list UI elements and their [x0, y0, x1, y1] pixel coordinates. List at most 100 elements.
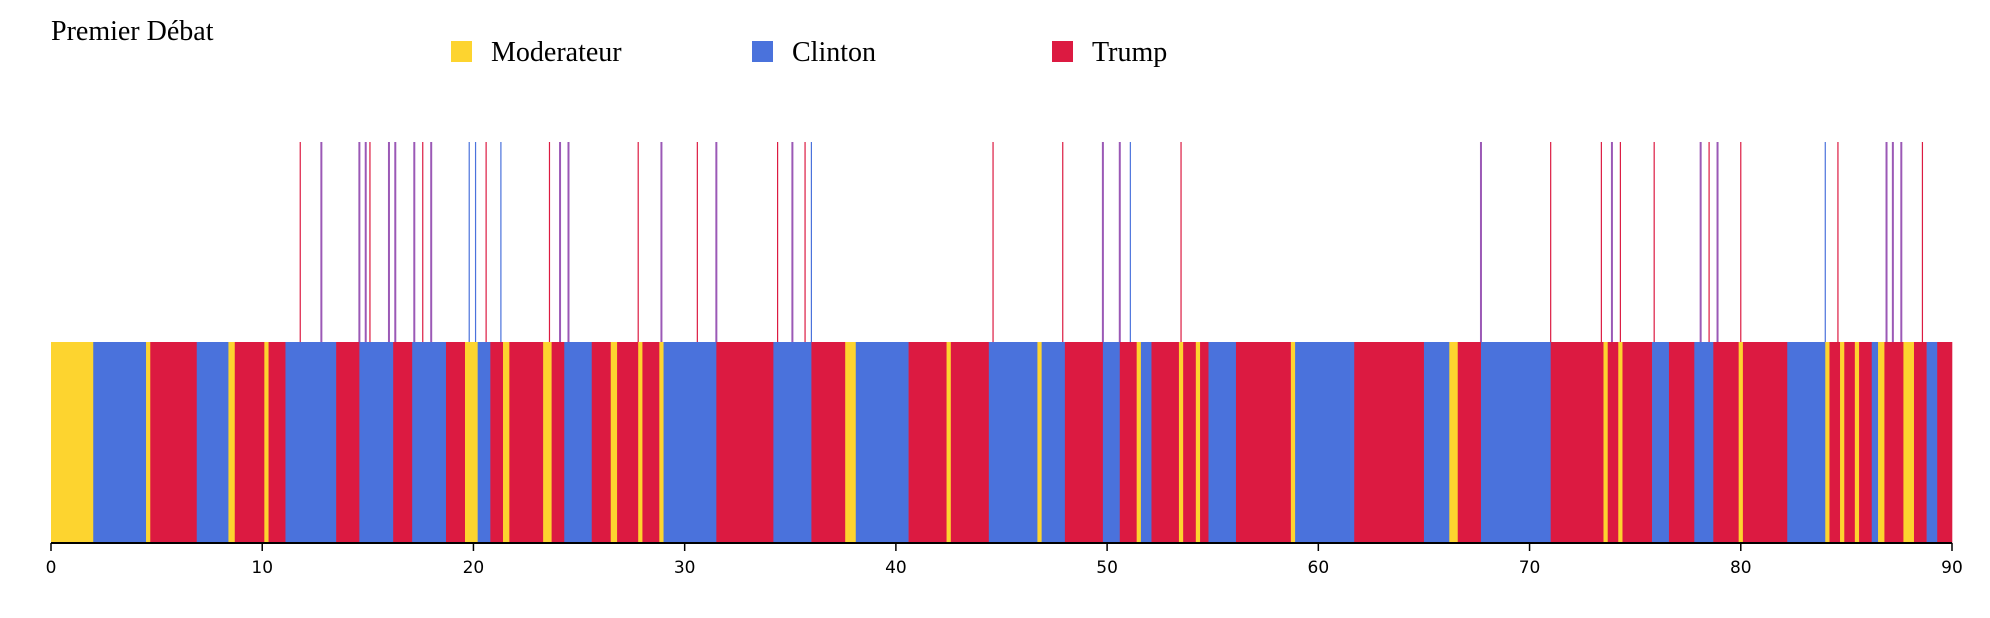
segment-bar-53: [1235, 342, 1292, 543]
segment-bar-65: [1622, 342, 1653, 543]
x-tick-label-9: 90: [1941, 558, 1963, 578]
segment-bar-24: [610, 342, 618, 543]
segment-bar-38: [950, 342, 990, 543]
segment-bar-4: [196, 342, 229, 543]
x-tick-label-3: 30: [674, 558, 696, 578]
segment-bar-61: [1550, 342, 1604, 543]
segment-bar-84: [1926, 342, 1938, 543]
segment-bar-57: [1423, 342, 1450, 543]
segment-bar-68: [1694, 342, 1714, 543]
segment-bar-16: [477, 342, 491, 543]
segment-bar-42: [1064, 342, 1104, 543]
x-tick-label-8: 80: [1730, 558, 1752, 578]
segment-bar-20: [543, 342, 552, 543]
segment-bar-51: [1200, 342, 1209, 543]
legend-label-moderateur: Moderateur: [491, 37, 622, 68]
segment-bar-31: [773, 342, 793, 543]
segment-bar-22: [564, 342, 593, 543]
segment-bar-19: [509, 342, 544, 543]
segment-bar-10: [336, 342, 360, 543]
segment-bar-1: [93, 342, 147, 543]
segment-bar-36: [908, 342, 947, 543]
segment-bar-71: [1742, 342, 1788, 543]
interruption-lines: [299, 142, 1924, 342]
segment-bar-44: [1119, 342, 1137, 543]
segment-bar-21: [551, 342, 565, 543]
segment-bar-83: [1913, 342, 1927, 543]
segment-bar-11: [359, 342, 394, 543]
x-tick-label-7: 70: [1519, 558, 1541, 578]
segment-bar-81: [1884, 342, 1904, 543]
segment-bar-3: [150, 342, 198, 543]
segment-bar-26: [638, 342, 643, 543]
segment-bar-28: [659, 342, 664, 543]
segment-bar-15: [465, 342, 478, 543]
segment-bar-78: [1859, 342, 1873, 543]
x-tick-label-6: 60: [1308, 558, 1330, 578]
segment-bar-63: [1607, 342, 1619, 543]
segment-bar-9: [285, 342, 337, 543]
segment-bar-13: [412, 342, 447, 543]
segment-bar-69: [1713, 342, 1739, 543]
legend-swatch-trump: [1052, 41, 1073, 62]
legend: Moderateur Clinton Trump: [451, 37, 1167, 68]
segment-bar-29: [663, 342, 717, 543]
segment-bar-35: [855, 342, 909, 543]
segment-bar-77: [1854, 342, 1860, 543]
segment-bar-43: [1102, 342, 1121, 543]
segment-bar-6: [234, 342, 265, 543]
segment-bar-39: [988, 342, 1038, 543]
x-tick-label-0: 0: [46, 558, 57, 578]
chart-title: Premier Débat: [51, 16, 214, 47]
segment-bar-41: [1041, 342, 1066, 543]
segment-bar-2: [146, 342, 151, 543]
segment-bar-0: [51, 342, 94, 543]
segment-bar-14: [445, 342, 466, 543]
segment-bar-85: [1937, 342, 1953, 543]
segment-bar-56: [1354, 342, 1425, 543]
segment-bar-27: [642, 342, 660, 543]
segment-bar-12: [393, 342, 413, 543]
segment-bar-7: [264, 342, 269, 543]
segment-bar-18: [503, 342, 510, 543]
segment-bar-8: [268, 342, 286, 543]
segment-bar-80: [1878, 342, 1885, 543]
segment-bar-17: [490, 342, 504, 543]
segment-bar-25: [617, 342, 639, 543]
legend-swatch-clinton: [752, 41, 773, 62]
segment-bar-5: [228, 342, 236, 543]
segment-bar-23: [591, 342, 612, 543]
segment-bar-67: [1668, 342, 1695, 543]
segment-bar-33: [811, 342, 846, 543]
segment-bar-79: [1871, 342, 1879, 543]
segment-bar-52: [1208, 342, 1237, 543]
legend-label-clinton: Clinton: [792, 37, 876, 68]
segment-bar-82: [1903, 342, 1915, 543]
segment-bar-32: [792, 342, 812, 543]
segment-bar-49: [1183, 342, 1197, 543]
speaking-segments: [51, 342, 1953, 543]
segment-bar-66: [1652, 342, 1670, 543]
segment-bar-76: [1844, 342, 1856, 543]
x-tick-label-5: 50: [1096, 558, 1118, 578]
segment-bar-55: [1295, 342, 1355, 543]
segment-bar-58: [1449, 342, 1459, 543]
segment-bar-62: [1603, 342, 1608, 543]
segment-bar-46: [1140, 342, 1152, 543]
legend-swatch-moderateur: [451, 41, 472, 62]
segment-bar-64: [1618, 342, 1623, 543]
segment-bar-30: [716, 342, 774, 543]
segment-bar-40: [1037, 342, 1042, 543]
segment-bar-59: [1457, 342, 1482, 543]
segment-bar-47: [1151, 342, 1180, 543]
segment-bar-37: [946, 342, 952, 543]
segment-bar-48: [1178, 342, 1184, 543]
segment-bar-70: [1738, 342, 1744, 543]
segment-bar-54: [1290, 342, 1296, 543]
segment-bar-34: [845, 342, 857, 543]
x-axis: 0 10 20 30 40 50 60 70 80 90: [46, 542, 1963, 578]
x-tick-label-1: 10: [251, 558, 273, 578]
segment-bar-74: [1829, 342, 1841, 543]
segment-bar-60: [1480, 342, 1551, 543]
